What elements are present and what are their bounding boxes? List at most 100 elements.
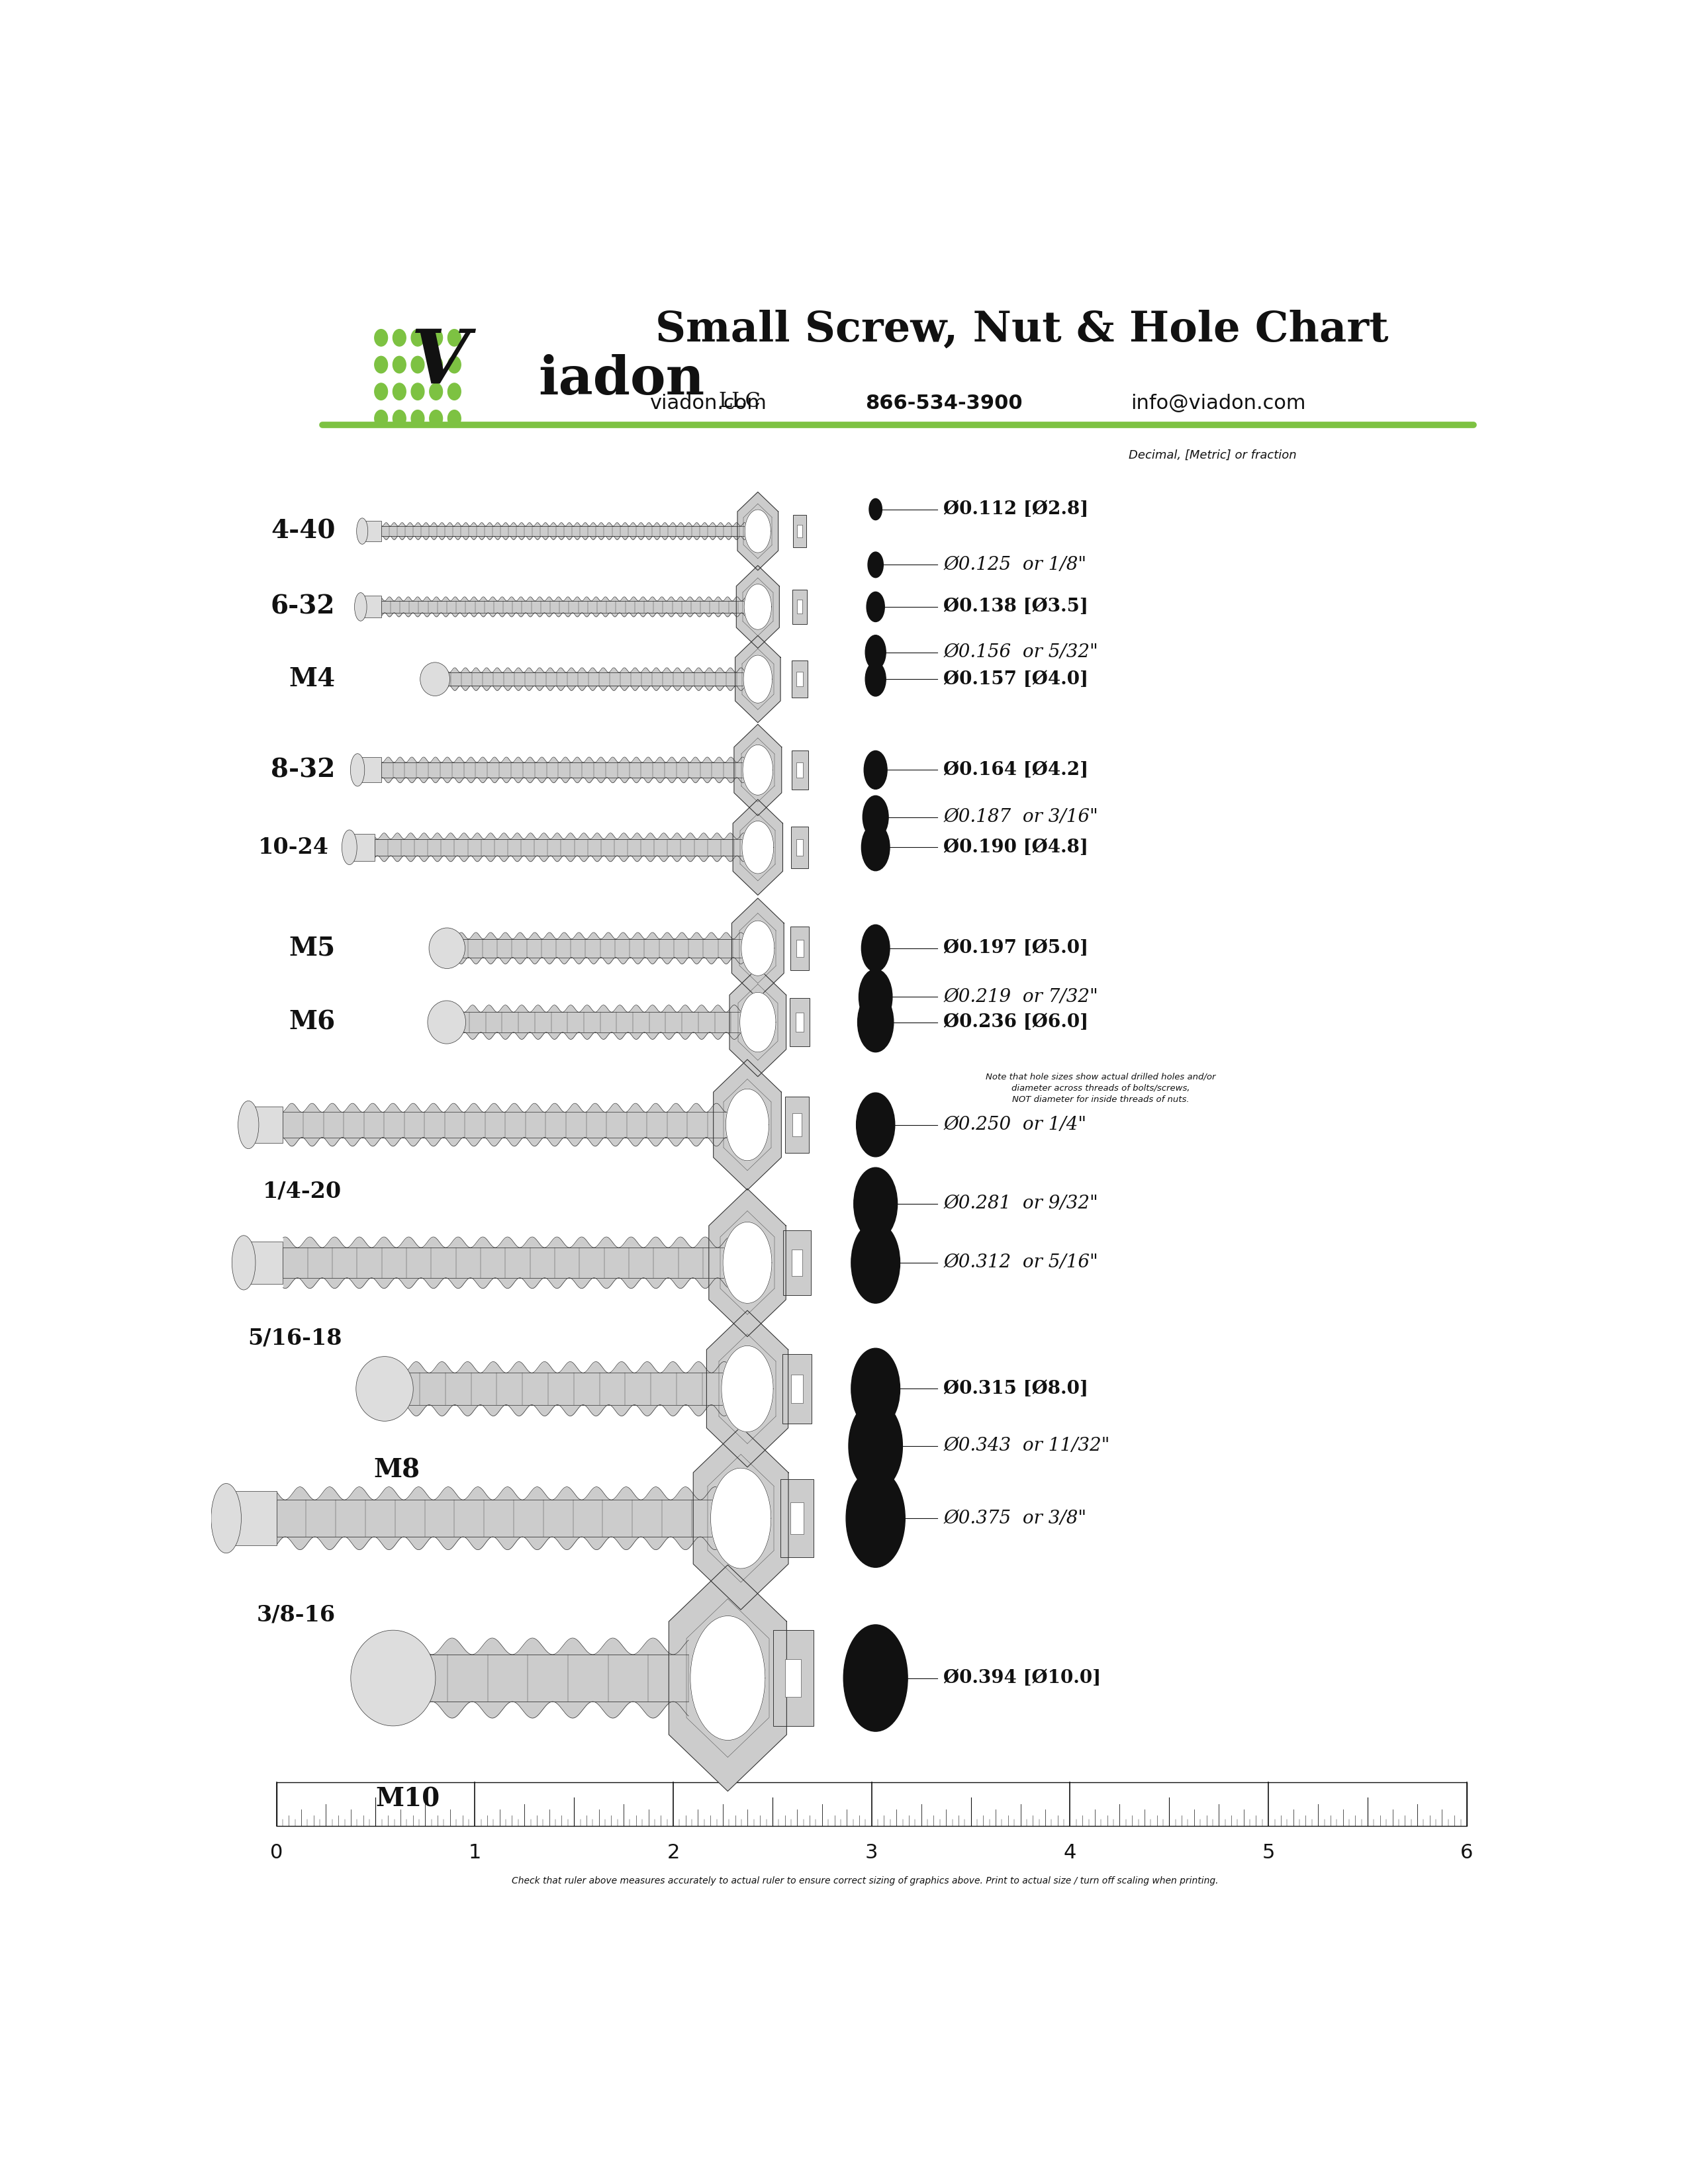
Text: 5/16-18: 5/16-18 [248, 1328, 341, 1350]
Polygon shape [741, 922, 775, 976]
Bar [381, 526, 748, 537]
Text: Ø0.315 [Ø8.0]: Ø0.315 [Ø8.0] [944, 1380, 1089, 1398]
Polygon shape [690, 1616, 765, 1741]
Bar [441, 1009, 452, 1035]
Bar [793, 515, 807, 548]
Polygon shape [733, 799, 783, 895]
Bar [284, 1112, 728, 1138]
Text: M5: M5 [289, 935, 336, 961]
Bar [361, 596, 381, 618]
Polygon shape [734, 725, 782, 815]
Ellipse shape [866, 592, 885, 622]
Text: Ø0.112 [Ø2.8]: Ø0.112 [Ø2.8] [944, 500, 1089, 518]
Text: 4-40: 4-40 [270, 518, 336, 544]
Ellipse shape [351, 753, 365, 786]
Polygon shape [736, 636, 780, 723]
Circle shape [375, 382, 388, 400]
Bar [797, 939, 803, 957]
Ellipse shape [238, 1101, 258, 1149]
Bar [277, 1500, 721, 1538]
Polygon shape [743, 821, 773, 874]
Bar [792, 826, 809, 867]
Text: 1: 1 [468, 1843, 481, 1863]
Circle shape [412, 382, 424, 400]
Bar [358, 758, 381, 782]
Ellipse shape [356, 1356, 414, 1422]
Text: M6: M6 [289, 1009, 336, 1035]
Circle shape [429, 356, 442, 373]
Bar [792, 1249, 802, 1275]
Bar [797, 601, 802, 614]
Ellipse shape [868, 553, 883, 577]
Bar [780, 1479, 814, 1557]
Ellipse shape [858, 992, 893, 1053]
Polygon shape [744, 509, 771, 553]
Text: M8: M8 [375, 1459, 420, 1483]
Bar [797, 762, 803, 778]
Text: 2: 2 [667, 1843, 680, 1863]
Polygon shape [711, 1468, 771, 1568]
Polygon shape [729, 968, 787, 1077]
Ellipse shape [866, 636, 886, 668]
Circle shape [447, 356, 461, 373]
Text: info@viadon.com: info@viadon.com [1131, 393, 1307, 413]
Ellipse shape [851, 1223, 900, 1304]
Text: 4: 4 [1063, 1843, 1077, 1863]
Text: 8-32: 8-32 [270, 758, 336, 782]
Bar [284, 1247, 728, 1278]
Text: 6-32: 6-32 [270, 594, 336, 620]
Text: Ø0.375  or 3/8": Ø0.375 or 3/8" [944, 1509, 1087, 1527]
Bar [792, 660, 807, 697]
Bar [790, 1503, 803, 1533]
Bar [785, 1096, 809, 1153]
Bar [243, 1243, 284, 1284]
Ellipse shape [427, 1000, 466, 1044]
Text: viadon.com: viadon.com [650, 393, 766, 413]
Ellipse shape [356, 518, 368, 544]
Bar [441, 673, 748, 686]
Ellipse shape [856, 1092, 895, 1158]
Bar [248, 1107, 284, 1142]
Text: Ø0.156  or 5/32": Ø0.156 or 5/32" [944, 644, 1099, 662]
Polygon shape [733, 898, 783, 998]
Bar [797, 673, 803, 686]
Polygon shape [736, 566, 780, 649]
Ellipse shape [343, 830, 356, 865]
Bar [393, 1374, 728, 1404]
Circle shape [412, 356, 424, 373]
Text: V: V [410, 325, 469, 400]
Text: Check that ruler above measures accurately to actual ruler to ensure correct siz: Check that ruler above measures accurate… [511, 1876, 1219, 1885]
Text: 5: 5 [1263, 1843, 1274, 1863]
Bar [407, 1655, 689, 1701]
Bar [381, 762, 748, 778]
Bar [797, 524, 802, 537]
Circle shape [429, 411, 442, 426]
Text: M4: M4 [289, 666, 336, 692]
Ellipse shape [354, 592, 366, 620]
Text: Ø0.187  or 3/16": Ø0.187 or 3/16" [944, 808, 1099, 826]
Text: Small Screw, Nut & Hole Chart: Small Screw, Nut & Hole Chart [655, 310, 1389, 349]
Text: Ø0.312  or 5/16": Ø0.312 or 5/16" [944, 1254, 1099, 1271]
Circle shape [375, 356, 388, 373]
Text: 0: 0 [270, 1843, 284, 1863]
Text: Ø0.250  or 1/4": Ø0.250 or 1/4" [944, 1116, 1087, 1133]
Text: Decimal, [Metric] or fraction: Decimal, [Metric] or fraction [1129, 450, 1296, 461]
Bar [790, 926, 809, 970]
Bar [349, 834, 375, 860]
Bar [375, 1372, 393, 1406]
Polygon shape [739, 992, 776, 1053]
Text: Ø0.219  or 7/32": Ø0.219 or 7/32" [944, 987, 1099, 1007]
Bar [790, 998, 810, 1046]
Bar [452, 939, 748, 957]
Text: Ø0.236 [Ø6.0]: Ø0.236 [Ø6.0] [944, 1013, 1089, 1031]
Text: 6: 6 [1460, 1843, 1474, 1863]
Polygon shape [722, 1223, 771, 1304]
Ellipse shape [866, 662, 886, 697]
Circle shape [393, 356, 405, 373]
Polygon shape [709, 1188, 787, 1337]
Text: 10-24: 10-24 [258, 836, 329, 858]
Bar [783, 1230, 810, 1295]
Text: Ø0.125  or 1/8": Ø0.125 or 1/8" [944, 557, 1087, 574]
Ellipse shape [854, 1168, 898, 1241]
Bar [792, 590, 807, 625]
